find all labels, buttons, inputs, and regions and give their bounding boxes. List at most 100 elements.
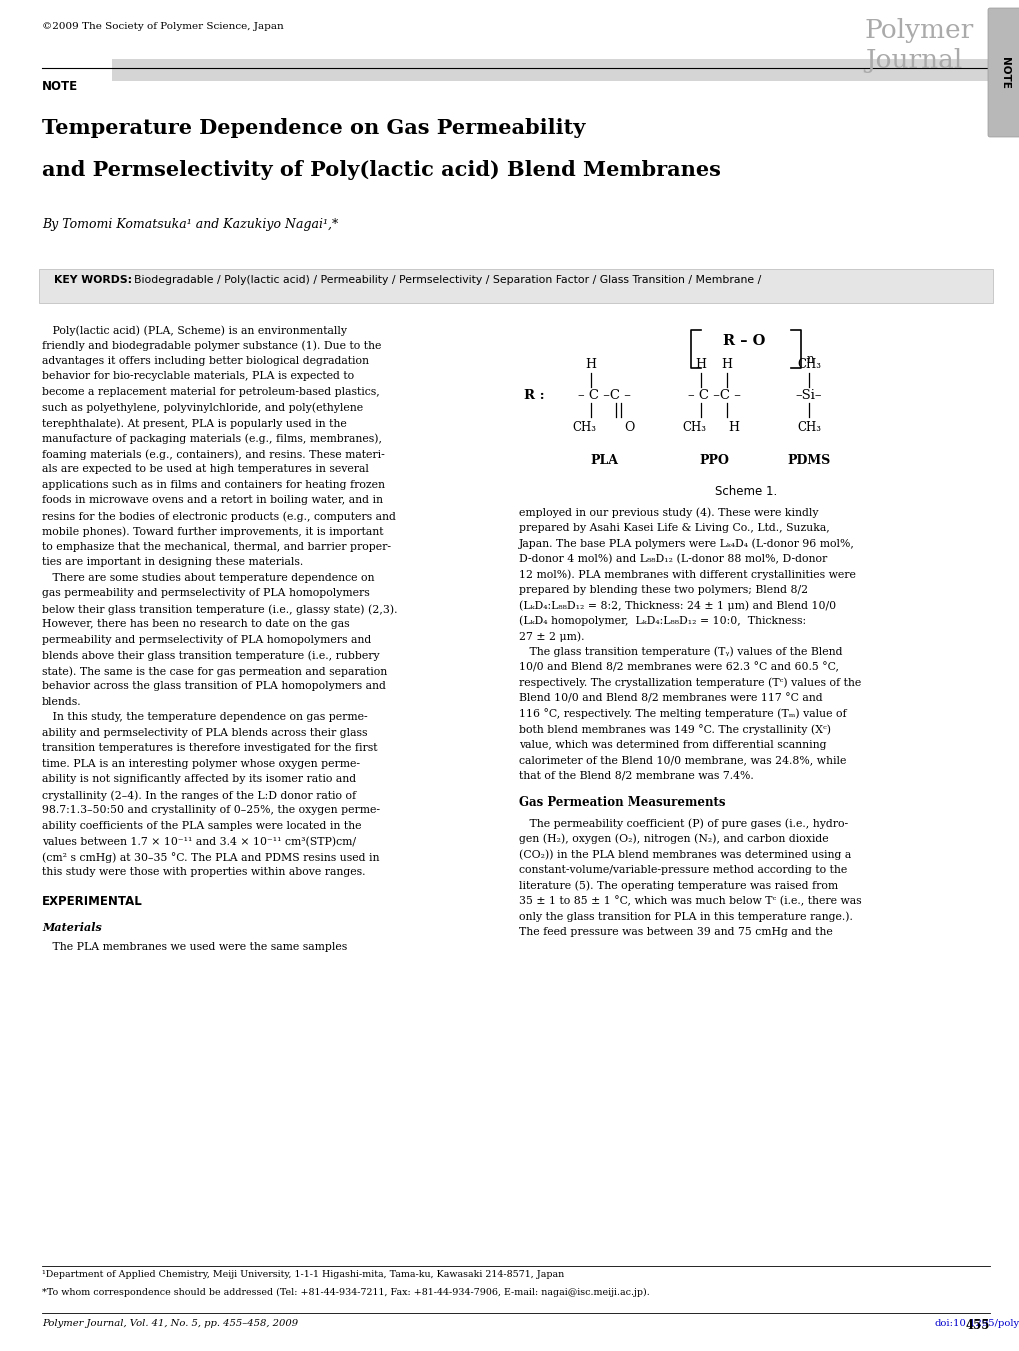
- Text: The feed pressure was between 39 and 75 cmHg and the: The feed pressure was between 39 and 75 …: [519, 927, 832, 936]
- Text: such as polyethylene, polyvinylchloride, and poly(ethylene: such as polyethylene, polyvinylchloride,…: [42, 403, 363, 413]
- Text: R :: R :: [524, 389, 544, 401]
- Text: Temperature Dependence on Gas Permeability: Temperature Dependence on Gas Permeabili…: [42, 118, 585, 138]
- Text: both blend membranes was 149 °C. The crystallinity (Xᶜ): both blend membranes was 149 °C. The cry…: [519, 724, 830, 735]
- Text: this study were those with properties within above ranges.: this study were those with properties wi…: [42, 867, 365, 878]
- Text: CH₃: CH₃: [796, 420, 820, 434]
- Text: PDMS: PDMS: [787, 454, 829, 466]
- Text: mobile phones). Toward further improvements, it is important: mobile phones). Toward further improveme…: [42, 527, 383, 538]
- Text: ©2009 The Society of Polymer Science, Japan: ©2009 The Society of Polymer Science, Ja…: [42, 22, 283, 31]
- Text: The PLA membranes we used were the same samples: The PLA membranes we used were the same …: [42, 942, 346, 952]
- Text: Japan. The base PLA polymers were Lₖ₄D₄ (L-donor 96 mol%,: Japan. The base PLA polymers were Lₖ₄D₄ …: [519, 538, 854, 549]
- Text: become a replacement material for petroleum-based plastics,: become a replacement material for petrol…: [42, 386, 379, 397]
- Text: prepared by Asahi Kasei Life & Living Co., Ltd., Suzuka,: prepared by Asahi Kasei Life & Living Co…: [519, 523, 828, 532]
- Text: constant-volume/variable-pressure method according to the: constant-volume/variable-pressure method…: [519, 865, 847, 874]
- Text: The glass transition temperature (Tᵧ) values of the Blend: The glass transition temperature (Tᵧ) va…: [519, 647, 842, 657]
- Text: (LₖD₄ homopolymer,  LₖD₄:L₈₈D₁₂ = 10:0,  Thickness:: (LₖD₄ homopolymer, LₖD₄:L₈₈D₁₂ = 10:0, T…: [519, 616, 805, 626]
- Text: Blend 10/0 and Blend 8/2 membranes were 117 °C and: Blend 10/0 and Blend 8/2 membranes were …: [519, 693, 821, 704]
- Text: ties are important in designing these materials.: ties are important in designing these ma…: [42, 558, 303, 567]
- Text: By Tomomi Komatsuka¹ and Kazukiyo Nagai¹,*: By Tomomi Komatsuka¹ and Kazukiyo Nagai¹…: [42, 218, 338, 231]
- Text: D-donor 4 mol%) and L₈₈D₁₂ (L-donor 88 mol%, D-donor: D-donor 4 mol%) and L₈₈D₁₂ (L-donor 88 m…: [519, 554, 826, 563]
- Text: There are some studies about temperature dependence on: There are some studies about temperature…: [42, 573, 374, 584]
- Text: foaming materials (e.g., containers), and resins. These materi-: foaming materials (e.g., containers), an…: [42, 449, 384, 459]
- Text: ability and permselectivity of PLA blends across their glass: ability and permselectivity of PLA blend…: [42, 728, 367, 738]
- Text: below their glass transition temperature (i.e., glassy state) (2,3).: below their glass transition temperature…: [42, 604, 397, 615]
- Text: H: H: [695, 358, 706, 372]
- Text: time. PLA is an interesting polymer whose oxygen perme-: time. PLA is an interesting polymer whos…: [42, 759, 360, 769]
- Text: However, there has been no research to date on the gas: However, there has been no research to d…: [42, 620, 350, 630]
- Text: CH₃: CH₃: [572, 420, 595, 434]
- Text: blends above their glass transition temperature (i.e., rubbery: blends above their glass transition temp…: [42, 650, 379, 661]
- Text: H: H: [585, 358, 596, 372]
- Text: behavior for bio-recyclable materials, PLA is expected to: behavior for bio-recyclable materials, P…: [42, 372, 354, 381]
- Text: 10/0 and Blend 8/2 membranes were 62.3 °C and 60.5 °C,: 10/0 and Blend 8/2 membranes were 62.3 °…: [519, 662, 839, 673]
- Text: Scheme 1.: Scheme 1.: [714, 485, 776, 499]
- Text: 455: 455: [965, 1319, 989, 1332]
- Text: 27 ± 2 μm).: 27 ± 2 μm).: [519, 631, 584, 642]
- Text: crystallinity (2–4). In the ranges of the L:D donor ratio of: crystallinity (2–4). In the ranges of th…: [42, 790, 356, 801]
- Text: that of the Blend 8/2 membrane was 7.4%.: that of the Blend 8/2 membrane was 7.4%.: [519, 770, 753, 781]
- Text: als are expected to be used at high temperatures in several: als are expected to be used at high temp…: [42, 465, 369, 474]
- Text: CH₃: CH₃: [796, 358, 820, 372]
- Text: only the glass transition for PLA in this temperature range.).: only the glass transition for PLA in thi…: [519, 911, 852, 921]
- Text: H: H: [720, 358, 732, 372]
- Text: prepared by blending these two polymers; Blend 8/2: prepared by blending these two polymers;…: [519, 585, 807, 594]
- FancyBboxPatch shape: [987, 8, 1019, 136]
- Text: 12 mol%). PLA membranes with different crystallinities were: 12 mol%). PLA membranes with different c…: [519, 569, 855, 580]
- Text: behavior across the glass transition of PLA homopolymers and: behavior across the glass transition of …: [42, 681, 385, 692]
- Text: 35 ± 1 to 85 ± 1 °C, which was much below Tᶜ (i.e., there was: 35 ± 1 to 85 ± 1 °C, which was much belo…: [519, 896, 861, 907]
- Text: friendly and biodegradable polymer substance (1). Due to the: friendly and biodegradable polymer subst…: [42, 340, 381, 351]
- Text: R – O: R – O: [722, 334, 765, 349]
- Text: EXPERIMENTAL: EXPERIMENTAL: [42, 894, 143, 908]
- Text: CH₃: CH₃: [682, 420, 705, 434]
- Text: blends.: blends.: [42, 697, 82, 707]
- Text: calorimeter of the Blend 10/0 membrane, was 24.8%, while: calorimeter of the Blend 10/0 membrane, …: [519, 755, 846, 765]
- Text: H: H: [728, 420, 739, 434]
- Text: Biodegradable / Poly(lactic acid) / Permeability / Permselectivity / Separation : Biodegradable / Poly(lactic acid) / Perm…: [127, 276, 760, 285]
- Text: and Permselectivity of Poly(lactic acid) Blend Membranes: and Permselectivity of Poly(lactic acid)…: [42, 159, 720, 180]
- Text: ability is not significantly affected by its isomer ratio and: ability is not significantly affected by…: [42, 774, 356, 785]
- Text: *To whom correspondence should be addressed (Tel: +81-44-934-7211, Fax: +81-44-9: *To whom correspondence should be addres…: [42, 1288, 649, 1297]
- Text: transition temperatures is therefore investigated for the first: transition temperatures is therefore inv…: [42, 743, 377, 754]
- Text: value, which was determined from differential scanning: value, which was determined from differe…: [519, 739, 825, 750]
- Text: Gas Permeation Measurements: Gas Permeation Measurements: [519, 796, 725, 809]
- Text: respectively. The crystallization temperature (Tᶜ) values of the: respectively. The crystallization temper…: [519, 677, 860, 688]
- Text: applications such as in films and containers for heating frozen: applications such as in films and contai…: [42, 480, 384, 490]
- Text: Polymer: Polymer: [864, 18, 973, 43]
- Text: manufacture of packaging materials (e.g., films, membranes),: manufacture of packaging materials (e.g.…: [42, 434, 382, 444]
- Text: Poly(lactic acid) (PLA, Scheme) is an environmentally: Poly(lactic acid) (PLA, Scheme) is an en…: [42, 326, 346, 335]
- Text: NOTE: NOTE: [42, 80, 78, 93]
- Text: PPO: PPO: [698, 454, 729, 466]
- Text: to emphasize that the mechanical, thermal, and barrier proper-: to emphasize that the mechanical, therma…: [42, 542, 390, 553]
- Text: Journal: Journal: [864, 49, 961, 73]
- Text: resins for the bodies of electronic products (e.g., computers and: resins for the bodies of electronic prod…: [42, 511, 395, 521]
- Text: Polymer Journal, Vol. 41, No. 5, pp. 455–458, 2009: Polymer Journal, Vol. 41, No. 5, pp. 455…: [42, 1319, 298, 1328]
- Text: 98.7:1.3–50:50 and crystallinity of 0–25%, the oxygen perme-: 98.7:1.3–50:50 and crystallinity of 0–25…: [42, 805, 380, 816]
- Text: KEY WORDS:: KEY WORDS:: [54, 276, 132, 285]
- Text: (LₖD₄:L₈₈D₁₂ = 8:2, Thickness: 24 ± 1 μm) and Blend 10/0: (LₖD₄:L₈₈D₁₂ = 8:2, Thickness: 24 ± 1 μm…: [519, 600, 836, 611]
- Text: (CO₂)) in the PLA blend membranes was determined using a: (CO₂)) in the PLA blend membranes was de…: [519, 848, 851, 859]
- Text: ¹Department of Applied Chemistry, Meiji University, 1-1-1 Higashi-mita, Tama-ku,: ¹Department of Applied Chemistry, Meiji …: [42, 1270, 564, 1279]
- Text: doi:10.1295/polymj.PJ2008266: doi:10.1295/polymj.PJ2008266: [934, 1319, 1019, 1328]
- Text: n: n: [806, 353, 813, 366]
- FancyBboxPatch shape: [39, 269, 993, 303]
- Text: (cm² s cmHg) at 30–35 °C. The PLA and PDMS resins used in: (cm² s cmHg) at 30–35 °C. The PLA and PD…: [42, 852, 379, 863]
- Text: terephthalate). At present, PLA is popularly used in the: terephthalate). At present, PLA is popul…: [42, 417, 346, 428]
- Text: – C –C –: – C –C –: [577, 389, 630, 401]
- Text: PLA: PLA: [589, 454, 618, 466]
- Text: foods in microwave ovens and a retort in boiling water, and in: foods in microwave ovens and a retort in…: [42, 496, 382, 505]
- Text: The permeability coefficient (P) of pure gases (i.e., hydro-: The permeability coefficient (P) of pure…: [519, 817, 847, 828]
- Text: ability coefficients of the PLA samples were located in the: ability coefficients of the PLA samples …: [42, 821, 361, 831]
- Text: NOTE: NOTE: [999, 57, 1009, 88]
- Text: employed in our previous study (4). These were kindly: employed in our previous study (4). Thes…: [519, 507, 817, 517]
- Text: permeability and permselectivity of PLA homopolymers and: permeability and permselectivity of PLA …: [42, 635, 371, 644]
- Text: gen (H₂), oxygen (O₂), nitrogen (N₂), and carbon dioxide: gen (H₂), oxygen (O₂), nitrogen (N₂), an…: [519, 834, 827, 844]
- Text: literature (5). The operating temperature was raised from: literature (5). The operating temperatur…: [519, 880, 838, 890]
- Bar: [112, 59, 989, 81]
- Text: In this study, the temperature dependence on gas perme-: In this study, the temperature dependenc…: [42, 712, 367, 723]
- Text: state). The same is the case for gas permeation and separation: state). The same is the case for gas per…: [42, 666, 387, 677]
- Text: O: O: [624, 420, 634, 434]
- Text: –Si–: –Si–: [795, 389, 821, 401]
- Text: advantages it offers including better biological degradation: advantages it offers including better bi…: [42, 357, 369, 366]
- Text: gas permeability and permselectivity of PLA homopolymers: gas permeability and permselectivity of …: [42, 589, 370, 598]
- Text: 116 °C, respectively. The melting temperature (Tₘ) value of: 116 °C, respectively. The melting temper…: [519, 708, 846, 719]
